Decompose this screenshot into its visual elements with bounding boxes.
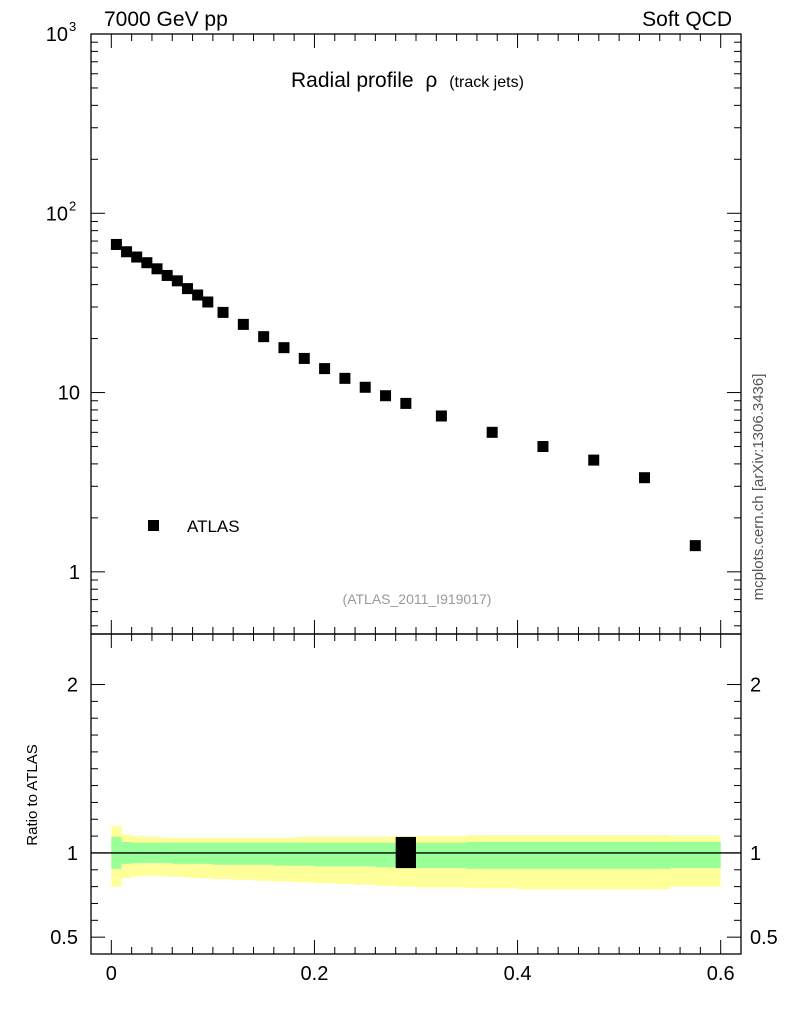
ratio-y-tick-label-right: 0.5 [750,927,778,949]
data-point [339,372,351,384]
ratio-y-tick-label-left: 0.5 [50,927,78,949]
x-tick-label: 0.2 [301,963,329,985]
data-point [278,342,290,354]
data-point [181,283,193,295]
y-tick-exponent: 3 [69,19,76,34]
data-point [217,306,229,318]
data-point [588,454,600,466]
x-tick-label: 0.4 [504,963,532,985]
ratio-y-tick-label-left: 2 [67,675,78,697]
y-tick-exponent: 2 [69,198,76,213]
data-point [486,426,498,438]
data-point [258,331,270,343]
legend-label: ATLAS [187,517,240,536]
data-point [131,251,143,263]
ratio-y-tick-label-left: 1 [67,843,78,865]
data-point [380,390,392,402]
data-point [400,397,412,409]
data-point [202,296,214,308]
y-tick-label: 1 [69,562,80,584]
y-tick-label: 10 [58,383,80,405]
x-tick-label: 0.6 [707,963,735,985]
data-point [171,275,183,287]
data-point [161,269,173,281]
data-point [237,318,249,330]
data-point [110,238,122,250]
data-point [192,289,204,301]
main-frame [90,33,742,635]
data-point [141,257,153,269]
header-right: Soft QCD [642,8,732,31]
main-title-symbol: ρ [425,69,437,92]
ratio-frame [90,633,742,955]
data-point [298,352,310,364]
ratio-ylabel: Ratio to ATLAS [24,744,41,845]
data-point [537,441,549,453]
data-point [121,246,133,258]
analysis-tag: (ATLAS_2011_I919017) [343,591,492,607]
data-point [359,381,371,393]
main-title-suffix: (track jets) [449,74,524,91]
data-point [151,263,163,275]
ratio-point [395,836,416,869]
side-label: mcplots.cern.ch [arXiv:1306.3436] [750,374,767,601]
header-left: 7000 GeV pp [104,8,228,31]
data-point [639,472,651,484]
data-point [435,410,447,422]
main-title-text: Radial profile [291,69,414,92]
y-tick-label: 10 [46,203,68,225]
data-point [319,363,331,375]
main-title: Radial profile ρ (track jets) [291,69,524,92]
x-tick-label: 0 [106,963,117,985]
ratio-y-tick-label-right: 2 [750,675,761,697]
legend-marker [148,520,159,531]
data-point [689,540,701,552]
y-tick-label: 10 [46,24,68,46]
ratio-y-tick-label-right: 1 [750,843,761,865]
